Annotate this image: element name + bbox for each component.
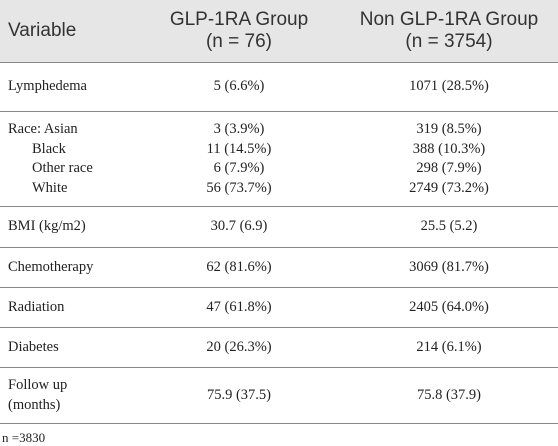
cell-text: 25.5 (5.2)	[420, 218, 478, 235]
table-cell: Diabetes	[0, 327, 138, 368]
cell-text: Chemotherapy	[8, 258, 94, 275]
header-text: Variable	[8, 20, 77, 41]
table-cell: 25.5 (5.2)	[340, 206, 558, 248]
cell-text: 2749 (73.2%)	[409, 179, 489, 196]
cell-text: 5 (6.6%)	[213, 78, 265, 95]
cell-text: Black	[32, 140, 66, 157]
cell-text: 20 (26.3%)	[206, 338, 272, 355]
table-cell: Chemotherapy	[0, 247, 138, 288]
table-cell: 3 (3.9%) 11 (14.5%) 6 (7.9%) 56 (73.7%)	[138, 111, 340, 207]
header-row: Variable GLP-1RA Group (n = 76) Non GLP-1…	[0, 0, 558, 63]
cell-text: 1071 (28.5%)	[409, 78, 489, 95]
header-text: Non GLP-1RA Group	[359, 9, 539, 30]
cell-text: 30.7 (6.9)	[210, 218, 268, 235]
table-cell: 20 (26.3%)	[138, 327, 340, 368]
table-row: Follow up (months) 75.9 (37.5) 75.8 (37.9)	[0, 367, 558, 424]
cell-text: 62 (81.6%)	[206, 258, 272, 275]
cell-text: 75.9 (37.5)	[206, 386, 272, 403]
cell-text: 56 (73.7%)	[206, 179, 272, 196]
cell-text: Lymphedema	[8, 78, 87, 95]
table-cell: 75.9 (37.5)	[138, 367, 340, 424]
table-row: Radiation 47 (61.8%) 2405 (64.0%)	[0, 287, 558, 328]
cell-text: (months)	[8, 396, 61, 413]
table-cell: 62 (81.6%)	[138, 247, 340, 288]
table-header: Variable GLP-1RA Group (n = 76) Non GLP-1…	[0, 0, 558, 63]
header-cell: Non GLP-1RA Group (n = 3754)	[340, 0, 558, 63]
cell-text: 2405 (64.0%)	[409, 298, 489, 315]
cell-text: White	[32, 179, 68, 196]
cell-text: 3069 (81.7%)	[409, 258, 489, 275]
footnote: n =3830	[2, 430, 46, 445]
cell-text: 3 (3.9%)	[213, 121, 265, 137]
table-cell: 47 (61.8%)	[138, 287, 340, 328]
cell-text: Follow up	[8, 377, 68, 393]
cell-text: Radiation	[8, 298, 65, 315]
cell-text: 214 (6.1%)	[416, 338, 482, 355]
cell-text: 47 (61.8%)	[206, 298, 272, 315]
cell-text: Diabetes	[8, 338, 59, 355]
table-cell: 2405 (64.0%)	[340, 287, 558, 328]
table-row: Chemotherapy 62 (81.6%) 3069 (81.7%)	[0, 247, 558, 288]
table-cell: 30.7 (6.9)	[138, 206, 340, 248]
table-cell: 1071 (28.5%)	[340, 62, 558, 112]
cell-text: 11 (14.5%)	[206, 140, 272, 157]
header-text: GLP-1RA Group	[169, 9, 309, 30]
cell-text: 388 (10.3%)	[412, 140, 486, 157]
table-cell: BMI (kg/m2)	[0, 206, 138, 248]
cell-text: Other race	[32, 160, 93, 176]
table-cell: Race: Asian Black Other race White	[0, 111, 138, 207]
table-row: Race: Asian Black Other race White 3 (3.9%) 1…	[0, 111, 558, 207]
header-cell: GLP-1RA Group (n = 76)	[138, 0, 340, 63]
data-table: Variable GLP-1RA Group (n = 76) Non GLP-1…	[0, 0, 558, 424]
table-cell: 75.8 (37.9)	[340, 367, 558, 424]
table-cell: 5 (6.6%)	[138, 62, 340, 112]
header-text: (n = 76)	[205, 31, 272, 52]
header-cell: Variable	[0, 0, 138, 63]
table-cell: 319 (8.5%) 388 (10.3%) 298 (7.9%) 2749 (73.…	[340, 111, 558, 207]
header-text: (n = 3754)	[405, 31, 493, 52]
table-cell: Lymphedema	[0, 62, 138, 112]
table-row: Diabetes 20 (26.3%) 214 (6.1%)	[0, 327, 558, 368]
cell-text: BMI (kg/m2)	[8, 218, 86, 235]
cell-text: 319 (8.5%)	[416, 121, 482, 137]
cell-text: 298 (7.9%)	[416, 160, 482, 176]
table-row: BMI (kg/m2) 30.7 (6.9) 25.5 (5.2)	[0, 206, 558, 248]
table-row: Lymphedema 5 (6.6%) 1071 (28.5%)	[0, 62, 558, 112]
table-cell: 3069 (81.7%)	[340, 247, 558, 288]
cell-text: Race: Asian	[8, 121, 78, 137]
cell-text: 6 (7.9%)	[213, 160, 265, 176]
table-body: Lymphedema 5 (6.6%) 1071 (28.5%) Race: Asia…	[0, 62, 558, 424]
table-cell: Radiation	[0, 287, 138, 328]
table-cell: Follow up (months)	[0, 367, 138, 424]
cell-text: 75.8 (37.9)	[416, 386, 482, 403]
table-cell: 214 (6.1%)	[340, 327, 558, 368]
